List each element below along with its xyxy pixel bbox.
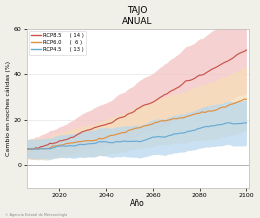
Y-axis label: Cambio en noches cálidas (%): Cambio en noches cálidas (%) xyxy=(5,61,11,156)
Text: © Agencia Estatal de Meteorología: © Agencia Estatal de Meteorología xyxy=(5,213,67,217)
X-axis label: Año: Año xyxy=(130,199,145,208)
Legend: RCP8.5     ( 14 ), RCP6.0     (  6 ), RCP4.5     ( 13 ): RCP8.5 ( 14 ), RCP6.0 ( 6 ), RCP4.5 ( 13… xyxy=(29,31,86,54)
Title: TAJO
ANUAL: TAJO ANUAL xyxy=(122,5,153,26)
